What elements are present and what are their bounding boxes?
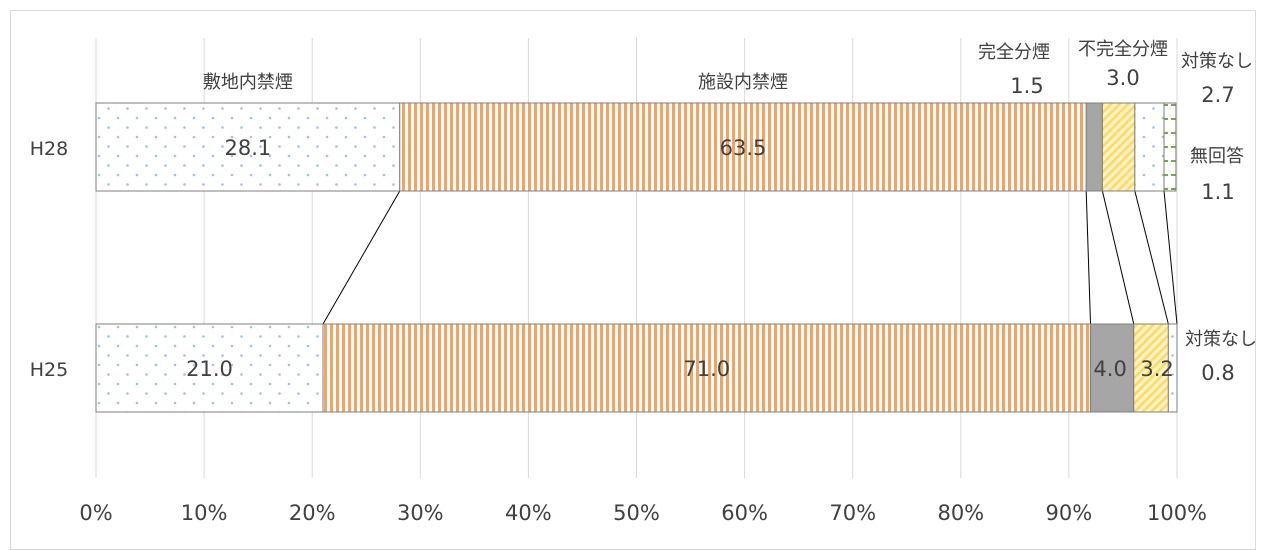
bars — [95, 102, 1178, 413]
connector-line — [1101, 190, 1135, 325]
series-label: 対策なし — [1185, 329, 1257, 350]
data-label: 63.5 — [720, 136, 767, 160]
labels: 0% 10% 20% 30% 40% 50% 60% 70% 80% 90% 100% H28 H25 2… — [30, 39, 1257, 525]
connector-line — [1163, 190, 1178, 325]
data-label: 21.0 — [186, 357, 233, 381]
connector-lines — [322, 190, 1178, 325]
bar-segment — [1167, 323, 1178, 413]
connector-line — [1134, 190, 1169, 325]
data-label: 0.8 — [1201, 361, 1234, 385]
x-tick-label: 100% — [1147, 501, 1207, 525]
x-tick-label: 40% — [505, 501, 552, 525]
series-label: 不完全分煙 — [1078, 39, 1168, 60]
x-tick-label: 50% — [613, 501, 660, 525]
data-label: 1.1 — [1201, 180, 1234, 204]
connector-line — [322, 190, 401, 325]
series-label: 施設内禁煙 — [698, 72, 788, 93]
category-label: H25 — [30, 359, 68, 381]
data-label: 3.2 — [1140, 357, 1173, 381]
x-tick-label: 90% — [1046, 501, 1093, 525]
bar-segment — [322, 323, 1092, 413]
bar-segment — [95, 102, 401, 192]
data-label: 71.0 — [683, 357, 730, 381]
x-tick-label: 70% — [829, 501, 876, 525]
data-label: 2.7 — [1201, 83, 1234, 107]
connector-line — [1085, 190, 1092, 325]
data-label: 4.0 — [1093, 357, 1126, 381]
x-tick-label: 20% — [289, 501, 336, 525]
x-tick-label: 80% — [937, 501, 984, 525]
bar-segment — [1163, 102, 1177, 192]
x-tick-label: 10% — [181, 501, 228, 525]
bar-segment — [1090, 323, 1135, 413]
data-label: 1.5 — [1010, 74, 1043, 98]
bar-segment — [399, 102, 1087, 192]
bar-segment — [1134, 102, 1165, 192]
category-label: H28 — [30, 138, 68, 160]
series-label: 無回答 — [1190, 146, 1244, 167]
series-label: 完全分煙 — [978, 42, 1050, 63]
x-tick-label: 60% — [721, 501, 768, 525]
chart-svg: 0% 10% 20% 30% 40% 50% 60% 70% 80% 90% 100% H28 H25 2… — [30, 38, 1257, 525]
series-label: 対策なし — [1181, 51, 1253, 72]
x-tick-label: 30% — [397, 501, 444, 525]
data-label: 28.1 — [224, 136, 271, 160]
stacked-bar-chart: 0% 10% 20% 30% 40% 50% 60% 70% 80% 90% 100% H28 H25 2… — [10, 10, 1257, 550]
bar-segment — [1101, 102, 1136, 192]
bar-segment — [1133, 323, 1169, 413]
series-label: 敷地内禁煙 — [203, 72, 293, 93]
bar-segment — [1085, 102, 1103, 192]
x-tick-label: 0% — [79, 501, 112, 525]
data-label: 3.0 — [1106, 66, 1139, 90]
